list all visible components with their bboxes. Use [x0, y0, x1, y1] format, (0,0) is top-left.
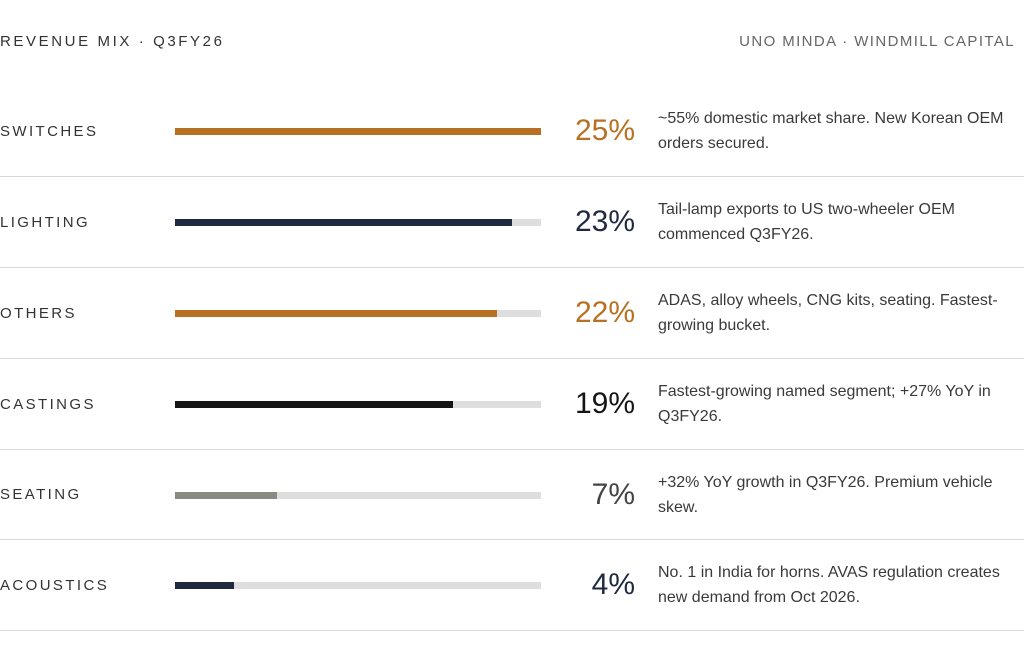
segment-annotation: +32% YoY growth in Q3FY26. Premium vehic… [658, 450, 1024, 539]
annotation-text: Tail-lamp exports to US two-wheeler OEM … [658, 201, 955, 243]
bar-track [175, 491, 541, 499]
segment-label: LIGHTING [0, 213, 91, 231]
bar-track [175, 401, 541, 408]
segment-label: ACOUSTICS [0, 576, 110, 594]
segment-annotation: No. 1 in India for horns. AVAS regulatio… [658, 540, 1024, 630]
segment-annotation: ADAS, alloy wheels, CNG kits, seating. F… [658, 268, 1024, 358]
annotation-text: ~55% domestic market share. New Korean O… [658, 110, 1004, 152]
segment-annotation: Tail-lamp exports to US two-wheeler OEM … [658, 177, 1024, 267]
revenue-mix-chart: SWITCHES 25% ~55% domestic market share. N… [0, 86, 1024, 631]
bar-fill [175, 582, 234, 589]
bar-track [175, 128, 541, 135]
segment-row: ACOUSTICS 4% No. 1 in India for horns. AVA… [0, 540, 1024, 631]
value-label: 19% [574, 387, 635, 420]
segment-annotation: ~55% domestic market share. New Korean O… [658, 86, 1024, 176]
annotation-text: ADAS, alloy wheels, CNG kits, seating. F… [658, 292, 998, 334]
bar-fill [175, 491, 278, 499]
bar-fill [175, 401, 454, 408]
annotation-text: No. 1 in India for horns. AVAS regulatio… [658, 564, 1000, 606]
chart-title: REVENUE MIX · Q3FY26 [0, 33, 225, 50]
value-label: 7% [591, 477, 635, 511]
value-label: 23% [574, 205, 635, 238]
segment-row: CASTINGS 19% Fastest-growing named segment… [0, 359, 1024, 450]
value-label: 22% [574, 296, 635, 329]
segment-label: SWITCHES [0, 122, 99, 140]
bar-track [175, 219, 541, 226]
chart-source: UNO MINDA · WINDMILL CAPITAL [739, 33, 1015, 50]
segment-label: CASTINGS [0, 395, 96, 413]
segment-label: OTHERS [0, 304, 77, 322]
segment-label: SEATING [0, 486, 82, 503]
segment-row: LIGHTING 23% Tail-lamp exports to US two-w… [0, 177, 1024, 268]
value-label: 25% [574, 114, 635, 147]
bar-track [175, 582, 541, 589]
bar-fill [175, 310, 498, 317]
bar-fill [175, 219, 512, 226]
annotation-text: Fastest-growing named segment; +27% YoY … [658, 383, 991, 425]
segment-annotation: Fastest-growing named segment; +27% YoY … [658, 359, 1024, 449]
segment-row: SEATING 7% +32% YoY growth in Q3FY26. Prem… [0, 450, 1024, 540]
segment-row: OTHERS 22% ADAS, alloy wheels, CNG kits, s… [0, 268, 1024, 359]
annotation-text: +32% YoY growth in Q3FY26. Premium vehic… [658, 473, 993, 516]
segment-row: SWITCHES 25% ~55% domestic market share. N… [0, 86, 1024, 177]
chart-header: REVENUE MIX · Q3FY26 UNO MINDA · WINDMIL… [0, 33, 1015, 51]
bar-fill [175, 128, 541, 135]
value-label: 4% [591, 568, 635, 601]
bar-track [175, 310, 541, 317]
